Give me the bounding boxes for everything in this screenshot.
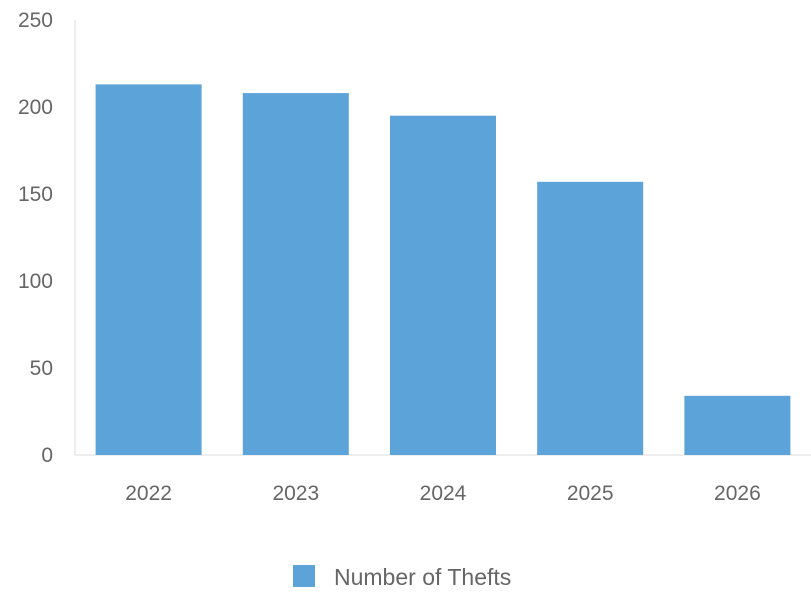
y-tick-label: 100 xyxy=(18,270,53,293)
bar-2022[interactable] xyxy=(95,84,202,455)
x-axis-ticks: 2022 2023 2024 2025 2026 xyxy=(125,482,761,505)
bar-2025[interactable] xyxy=(537,181,644,455)
y-tick-label: 250 xyxy=(18,9,53,32)
legend-label-number-of-thefts[interactable]: Number of Thefts xyxy=(334,564,511,590)
x-tick-label: 2026 xyxy=(714,482,761,505)
y-axis-ticks: 0 50 100 150 200 250 xyxy=(18,9,53,467)
legend-swatch-number-of-thefts[interactable] xyxy=(293,565,315,587)
x-tick-label: 2023 xyxy=(272,482,319,505)
y-tick-label: 200 xyxy=(18,96,53,119)
x-tick-label: 2024 xyxy=(420,482,467,505)
x-tick-label: 2025 xyxy=(567,482,614,505)
bars xyxy=(95,84,791,455)
y-tick-label: 0 xyxy=(41,444,53,467)
x-tick-label: 2022 xyxy=(125,482,172,505)
bar-2026[interactable] xyxy=(684,395,791,455)
y-tick-label: 50 xyxy=(30,357,53,380)
legend[interactable]: Number of Thefts xyxy=(293,564,511,590)
y-tick-label: 150 xyxy=(18,183,53,206)
bar-2023[interactable] xyxy=(242,93,349,455)
bar-2024[interactable] xyxy=(390,115,496,455)
